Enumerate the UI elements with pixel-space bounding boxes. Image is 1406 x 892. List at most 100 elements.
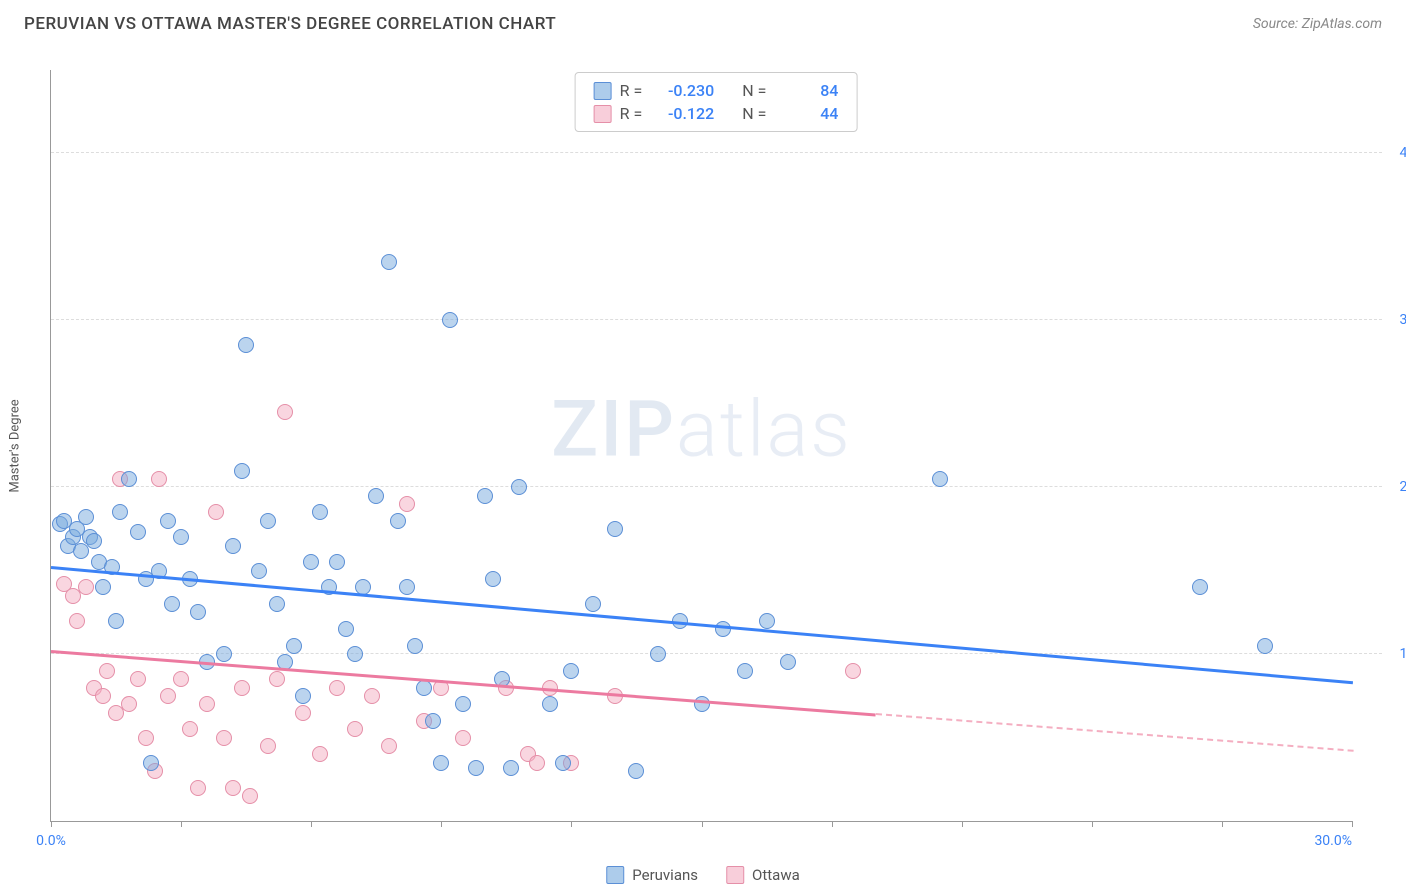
data-point (329, 680, 345, 696)
data-point (347, 646, 363, 662)
watermark: ZIPatlas (551, 385, 852, 476)
swatch-blue (594, 82, 612, 100)
data-point (329, 554, 345, 570)
chart-title: PERUVIAN VS OTTAWA MASTER'S DEGREE CORRE… (24, 14, 556, 34)
data-point (260, 738, 276, 754)
data-point (234, 680, 250, 696)
watermark-zip: ZIP (551, 385, 676, 476)
data-point (399, 496, 415, 512)
data-point (130, 671, 146, 687)
x-tick (51, 821, 52, 827)
data-point (468, 760, 484, 776)
data-point (295, 688, 311, 704)
data-point (242, 788, 258, 804)
data-point (407, 638, 423, 654)
x-tick-label-left: 0.0% (36, 833, 66, 849)
gridline (51, 486, 1382, 487)
data-point (381, 254, 397, 270)
data-point (932, 471, 948, 487)
data-point (112, 504, 128, 520)
x-tick (832, 821, 833, 827)
r-label: R = (620, 81, 643, 100)
data-point (190, 604, 206, 620)
data-point (542, 696, 558, 712)
data-point (694, 696, 710, 712)
data-point (173, 529, 189, 545)
x-tick (1352, 821, 1353, 827)
data-point (182, 721, 198, 737)
n-value-pink: 44 (774, 104, 838, 123)
data-point (286, 638, 302, 654)
r-value-pink: -0.122 (650, 104, 714, 123)
data-point (390, 513, 406, 529)
data-point (86, 533, 102, 549)
x-tick (962, 821, 963, 827)
data-point (455, 696, 471, 712)
n-label: N = (742, 104, 766, 123)
n-label: N = (742, 81, 766, 100)
data-point (160, 688, 176, 704)
data-point (455, 730, 471, 746)
data-point (216, 646, 232, 662)
data-point (529, 755, 545, 771)
data-point (585, 596, 601, 612)
watermark-atlas: atlas (676, 385, 852, 476)
y-tick-label: 40.0% (1399, 145, 1406, 161)
chart-header: PERUVIAN VS OTTAWA MASTER'S DEGREE CORRE… (0, 0, 1406, 42)
x-tick (1092, 821, 1093, 827)
data-point (251, 563, 267, 579)
data-point (160, 513, 176, 529)
data-point (225, 780, 241, 796)
x-tick (702, 821, 703, 827)
data-point (269, 596, 285, 612)
data-point (69, 613, 85, 629)
data-point (1257, 638, 1273, 654)
data-point (650, 646, 666, 662)
data-point (381, 738, 397, 754)
data-point (338, 621, 354, 637)
data-point (737, 663, 753, 679)
data-point (199, 696, 215, 712)
data-point (78, 579, 94, 595)
data-point (121, 471, 137, 487)
n-value-blue: 84 (774, 81, 838, 100)
gridline (51, 152, 1382, 153)
data-point (269, 671, 285, 687)
trend-line (876, 713, 1354, 752)
data-point (425, 713, 441, 729)
legend-label-pink: Ottawa (752, 866, 800, 884)
data-point (95, 688, 111, 704)
data-point (845, 663, 861, 679)
x-tick (1222, 821, 1223, 827)
legend-item-blue: Peruvians (606, 866, 698, 884)
chart-container: Master's Degree ZIPatlas 10.0%20.0%30.0%… (50, 50, 1382, 842)
stats-legend: R = -0.230 N = 84 R = -0.122 N = 44 (575, 72, 858, 132)
data-point (190, 780, 206, 796)
data-point (216, 730, 232, 746)
data-point (780, 654, 796, 670)
legend-item-pink: Ottawa (726, 866, 800, 884)
data-point (234, 463, 250, 479)
data-point (108, 613, 124, 629)
x-tick (311, 821, 312, 827)
data-point (485, 571, 501, 587)
data-point (78, 509, 94, 525)
data-point (225, 538, 241, 554)
data-point (260, 513, 276, 529)
y-tick-label: 10.0% (1399, 646, 1406, 662)
data-point (442, 312, 458, 328)
data-point (364, 688, 380, 704)
data-point (477, 488, 493, 504)
gridline (51, 319, 1382, 320)
data-point (433, 755, 449, 771)
data-point (95, 579, 111, 595)
data-point (208, 504, 224, 520)
swatch-blue (606, 866, 624, 884)
data-point (277, 404, 293, 420)
data-point (1192, 579, 1208, 595)
data-point (555, 755, 571, 771)
data-point (347, 721, 363, 737)
data-point (759, 613, 775, 629)
x-tick (181, 821, 182, 827)
swatch-pink (726, 866, 744, 884)
